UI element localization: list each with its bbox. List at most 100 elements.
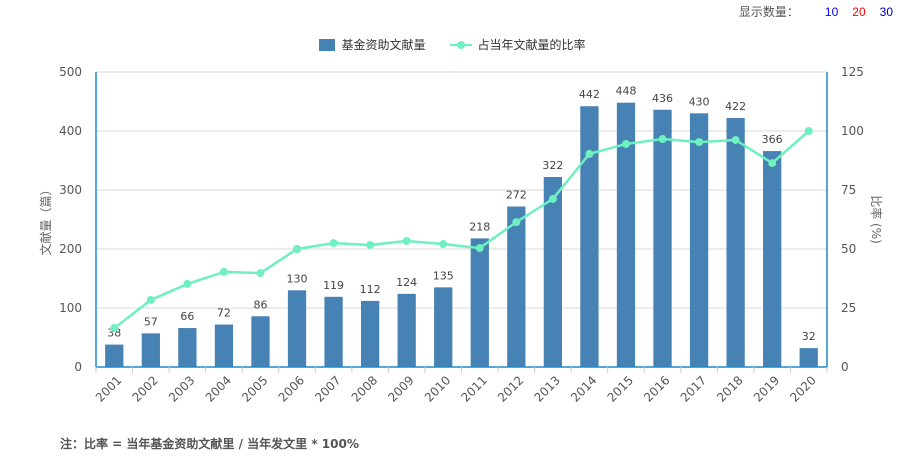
bar-data-label: 72 <box>217 307 231 320</box>
bar-data-label: 436 <box>652 92 673 105</box>
display-count-label: 显示数量： <box>738 5 799 19</box>
y-right-axis-title: 比率 (%) <box>869 195 884 244</box>
x-tick-label: 2008 <box>349 373 380 404</box>
ratio-point <box>475 244 484 253</box>
bar-data-label: 86 <box>253 298 267 311</box>
ratio-point <box>256 269 265 278</box>
ratio-line <box>113 130 810 330</box>
bar <box>434 287 453 367</box>
ratio-point <box>402 236 411 245</box>
legend-bar-swatch <box>319 38 336 51</box>
bar-data-label: 272 <box>506 189 527 202</box>
y-left-tick-label: 0 <box>74 360 82 374</box>
x-tick-label: 2003 <box>166 373 197 404</box>
ratio-point <box>219 267 228 276</box>
x-tick-label: 2010 <box>422 373 453 404</box>
y-left-axis-title: 文献量（篇） <box>38 183 53 255</box>
ratio-point <box>146 295 155 304</box>
bar <box>653 109 672 367</box>
ratio-point <box>621 139 630 148</box>
bar <box>178 328 197 367</box>
ratio-point <box>183 279 192 288</box>
x-tick-label: 2001 <box>93 373 124 404</box>
chart-legend: 基金资助文献量 占当年文献量的比率 <box>0 36 905 53</box>
display-count-option-30[interactable]: 30 <box>879 4 893 19</box>
combo-chart: 0 100 200 300 400 500 0 25 50 75 100 125 文献量（篇） 比率 (%… <box>38 65 884 405</box>
x-tick-label: 2011 <box>458 373 489 404</box>
bar <box>141 333 160 367</box>
x-tick-label: 2006 <box>276 373 307 404</box>
y-left-tick-label: 300 <box>59 183 82 197</box>
bar-data-label: 442 <box>579 88 600 101</box>
bar <box>689 113 709 367</box>
x-tick-label: 2019 <box>751 373 782 404</box>
bar-data-label: 422 <box>725 100 746 113</box>
ratio-point <box>658 135 667 144</box>
ratio-point <box>731 135 740 144</box>
bar <box>287 290 307 367</box>
bar-data-label: 32 <box>802 330 816 343</box>
x-tick-label: 2002 <box>129 373 160 404</box>
bar-data-label: 218 <box>469 220 490 233</box>
x-tick-label: 2004 <box>203 373 234 404</box>
bar <box>397 293 416 367</box>
x-tick-label: 2007 <box>312 373 343 404</box>
bar-data-label: 448 <box>615 85 636 98</box>
x-tick-label: 2005 <box>239 373 270 404</box>
ratio-point <box>366 240 375 249</box>
bar-data-label: 366 <box>762 133 783 146</box>
bar <box>726 118 745 368</box>
bar-data-label: 430 <box>689 95 710 108</box>
x-tick-label: 2009 <box>385 373 416 404</box>
bar <box>214 324 234 367</box>
legend-line-label: 占当年文献量的比率 <box>477 38 586 52</box>
x-tick-label: 2017 <box>678 373 709 404</box>
y-left-tick-label: 100 <box>59 301 82 315</box>
bar-data-label: 135 <box>433 269 454 282</box>
bar-data-label: 57 <box>144 315 158 328</box>
ratio-point <box>548 194 557 203</box>
ratio-point <box>439 240 448 249</box>
bar-data-label: 119 <box>323 279 344 292</box>
y-right-tick-label: 50 <box>841 242 856 256</box>
bar <box>580 106 599 367</box>
ratio-point <box>768 159 777 168</box>
y-right-tick-label: 75 <box>841 183 856 197</box>
bar <box>470 238 489 367</box>
legend-item-line-series[interactable]: 占当年文献量的比率 <box>449 36 586 53</box>
bar <box>763 151 782 367</box>
bar-data-label: 112 <box>360 283 381 296</box>
x-tick-label: 2013 <box>531 373 562 404</box>
ratio-point <box>512 218 521 227</box>
bar <box>105 344 124 367</box>
x-tick-label: 2015 <box>605 373 636 404</box>
ratio-point <box>695 138 704 147</box>
display-count-option-20[interactable]: 20 <box>852 4 866 19</box>
y-right-tick-label: 0 <box>841 360 849 374</box>
bar-data-label: 322 <box>542 159 563 172</box>
display-count-selector: 显示数量： 10 20 30 <box>739 3 893 20</box>
bar-data-label: 66 <box>180 310 194 323</box>
bar-data-label: 124 <box>396 276 417 289</box>
bar <box>251 316 270 367</box>
ratio-point <box>110 324 119 333</box>
y-left-tick-label: 500 <box>59 65 82 79</box>
legend-item-bar-series[interactable]: 基金资助文献量 <box>319 36 426 53</box>
y-left-tick-label: 200 <box>59 242 82 256</box>
bar <box>324 296 343 367</box>
ratio-point <box>329 239 338 248</box>
footnote: 注：比率 = 当年基金资助文献里 / 当年发文里 * 100% <box>60 437 359 451</box>
x-tick-label: 2020 <box>787 373 818 404</box>
y-right-tick-label: 100 <box>841 124 864 138</box>
y-right-tick-label: 125 <box>841 65 864 79</box>
x-tick-label: 2016 <box>641 373 672 404</box>
x-tick-label: 2012 <box>495 373 526 404</box>
legend-line-swatch <box>449 39 472 51</box>
bar <box>507 206 526 367</box>
display-count-option-10[interactable]: 10 <box>824 4 839 19</box>
y-left-tick-label: 400 <box>59 124 82 138</box>
bar-data-label: 130 <box>287 272 308 285</box>
ratio-point <box>585 149 594 158</box>
bar <box>360 300 380 367</box>
ratio-point <box>293 245 302 253</box>
